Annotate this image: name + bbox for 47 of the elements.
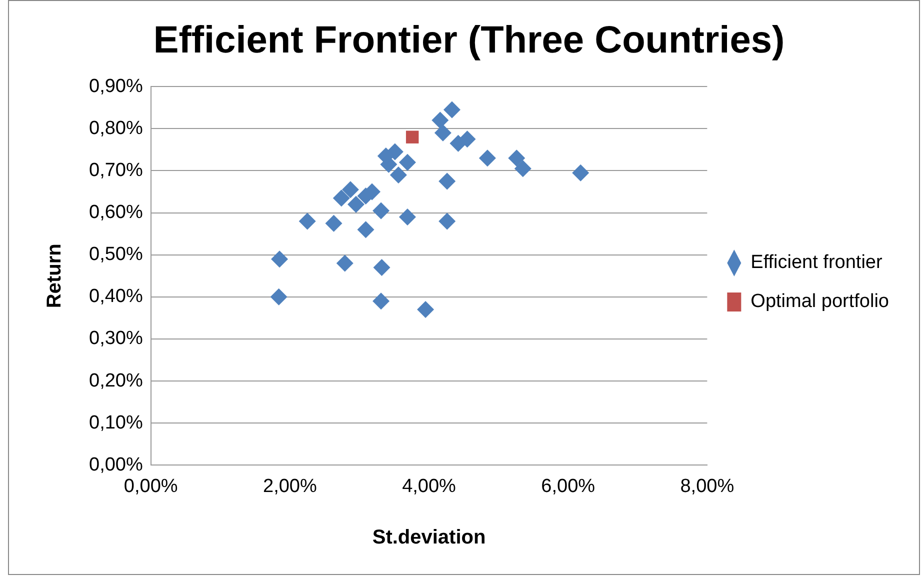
y-axis-title: Return — [44, 244, 66, 308]
point — [508, 150, 526, 167]
point — [514, 160, 532, 178]
point — [271, 250, 288, 268]
point — [372, 292, 390, 310]
x-tick-label: 0,00% — [124, 476, 178, 497]
y-tick-label: 0,80% — [89, 118, 143, 139]
point — [325, 214, 342, 232]
x-tick-label: 2,00% — [263, 476, 317, 497]
point — [342, 181, 359, 198]
y-tick-label: 0,90% — [89, 76, 143, 97]
chart-title: Efficient Frontier (Three Countries) — [153, 19, 785, 62]
legend-label: Efficient frontier — [750, 252, 883, 274]
point — [298, 212, 316, 230]
y-tick-label: 0,20% — [89, 370, 143, 392]
y-tick-label: 0,60% — [89, 202, 143, 224]
point — [438, 172, 456, 190]
point — [434, 124, 452, 142]
point — [336, 254, 354, 272]
point — [406, 130, 419, 144]
point — [373, 258, 390, 276]
point — [478, 150, 496, 167]
point — [270, 288, 288, 306]
legend-label: Optimal portfolio — [750, 291, 890, 312]
point — [332, 190, 350, 207]
point — [438, 212, 456, 230]
y-tick-label: 0,70% — [89, 160, 143, 181]
point — [432, 112, 449, 129]
point — [372, 202, 390, 220]
point — [398, 208, 416, 226]
point — [417, 301, 434, 318]
point — [390, 166, 407, 184]
x-tick-label: 6,00% — [541, 476, 596, 497]
point — [572, 164, 590, 182]
y-tick-label: 0,00% — [89, 454, 143, 476]
x-tick-label: 4,00% — [402, 476, 456, 497]
y-tick-label: 0,50% — [89, 244, 143, 266]
point — [443, 101, 460, 118]
point — [348, 196, 365, 213]
x-axis-title: St.deviation — [372, 526, 486, 549]
y-tick-label: 0,10% — [89, 412, 143, 434]
point — [398, 154, 416, 171]
point — [458, 130, 476, 148]
point — [357, 221, 374, 238]
y-tick-label: 0,40% — [89, 286, 143, 308]
y-tick-label: 0,30% — [89, 328, 143, 350]
x-tick-label: 8,00% — [680, 476, 734, 497]
